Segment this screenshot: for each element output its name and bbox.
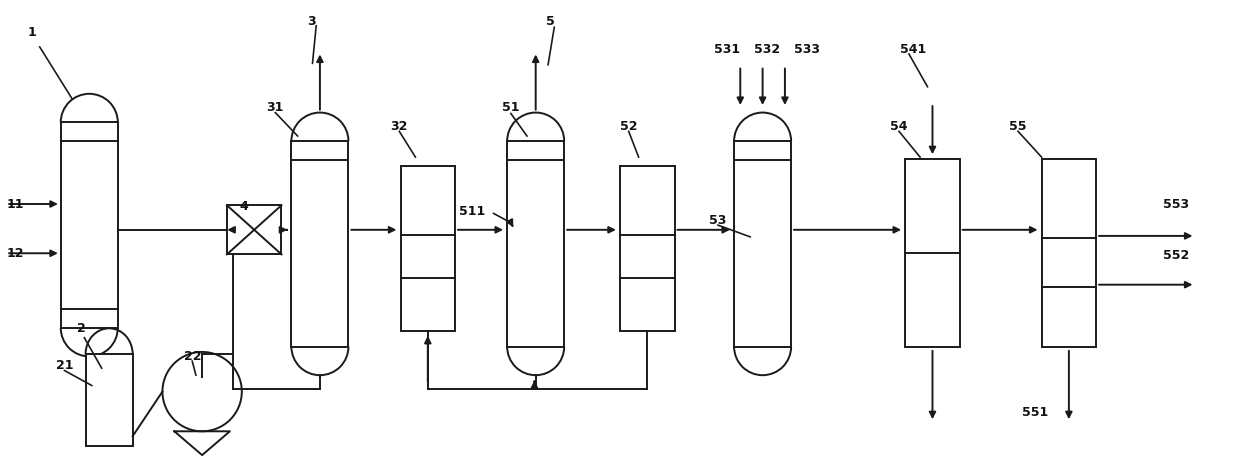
Text: 532: 532 [754,43,780,56]
Text: 11: 11 [6,197,24,211]
Text: 12: 12 [6,247,24,260]
Text: 54: 54 [890,120,908,133]
Text: 5: 5 [546,15,554,28]
Text: 52: 52 [620,120,637,133]
Bar [507,141,564,347]
Bar [734,141,791,347]
Bar [401,166,455,331]
Text: 55: 55 [1009,120,1027,133]
Text: 531: 531 [714,43,740,56]
Text: 32: 32 [391,120,408,133]
Bar [86,354,133,446]
Bar [291,141,348,347]
Circle shape [162,352,242,431]
Text: 53: 53 [709,214,727,227]
Bar [620,166,675,331]
Text: 3: 3 [308,15,316,28]
Text: 21: 21 [56,359,73,372]
Bar [227,205,281,254]
Text: 2: 2 [77,322,86,335]
Text: 552: 552 [1163,249,1189,262]
Text: 553: 553 [1163,197,1189,211]
Text: 511: 511 [459,204,485,218]
Text: 31: 31 [267,101,284,114]
Bar [1042,159,1096,347]
Bar [905,159,960,347]
Text: 51: 51 [502,101,520,114]
Text: 1: 1 [27,26,36,39]
Text: 533: 533 [794,43,820,56]
Text: 551: 551 [1022,406,1049,419]
Text: 22: 22 [184,350,201,363]
Bar [61,122,118,328]
Text: 4: 4 [239,200,248,213]
Text: 541: 541 [900,43,926,56]
